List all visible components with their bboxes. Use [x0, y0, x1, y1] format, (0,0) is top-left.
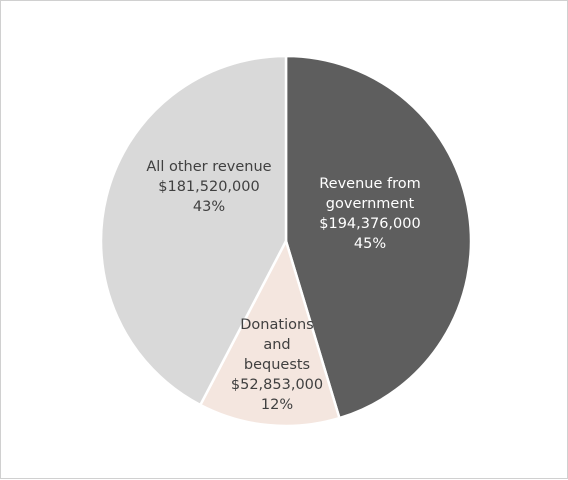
pie-slices: [99, 54, 473, 428]
category-label: All other revenue: [146, 159, 271, 175]
category-label: bequests: [244, 357, 310, 373]
category-label: and: [263, 337, 290, 353]
data-label-donations-and-bequests: Donations and bequests $52,853,000 12%: [231, 317, 323, 413]
pie-slice-revenue-from-government: [284, 54, 473, 420]
value-label: $181,520,000: [158, 179, 259, 195]
value-label: $194,376,000: [319, 216, 420, 232]
pie-slice-donations-and-bequests: [199, 239, 341, 428]
category-label: Revenue from: [319, 176, 421, 192]
data-label-revenue-from-government: Revenue from government $194,376,000 45%: [319, 176, 421, 252]
pie-labels: Revenue from government $194,376,000 45% Don…: [146, 159, 420, 413]
pie-slice-all-other-revenue: [99, 54, 288, 407]
percent-label: 43%: [193, 199, 225, 215]
value-label: $52,853,000: [231, 377, 323, 393]
percent-label: 45%: [354, 236, 386, 252]
category-label: Donations: [240, 317, 313, 333]
percent-label: 12%: [261, 397, 293, 413]
category-label: government: [326, 196, 415, 212]
data-label-all-other-revenue: All other revenue $181,520,000 43%: [146, 159, 271, 215]
